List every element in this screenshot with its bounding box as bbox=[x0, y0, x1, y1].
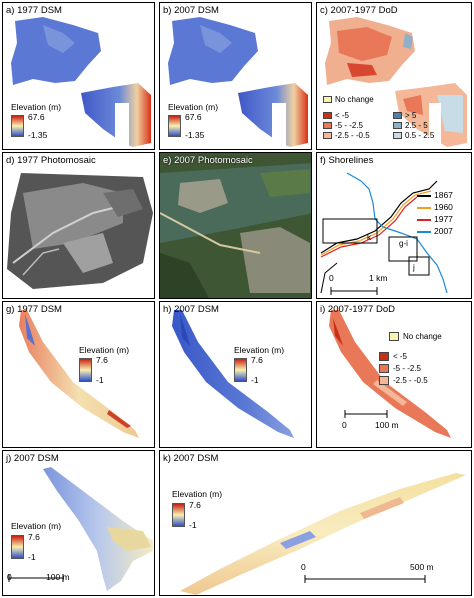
scale-zero: 0 bbox=[329, 273, 334, 283]
dod-label: -2.5 - -0.5 bbox=[393, 376, 428, 385]
legend-max: 7.6 bbox=[96, 355, 108, 365]
box-label-j: j bbox=[413, 263, 415, 272]
panel-title: i) 2007-1977 DoD bbox=[320, 304, 395, 315]
dod-label: < -5 bbox=[335, 111, 350, 120]
no-change-swatch bbox=[389, 332, 399, 341]
panel-title: g) 1977 DSM bbox=[6, 304, 62, 315]
panel-title: e) 2007 Photomosaic bbox=[163, 155, 253, 166]
dod-map bbox=[325, 17, 467, 147]
dod-swatch-lt-m5 bbox=[379, 352, 389, 361]
legend-swatch-1977 bbox=[417, 219, 431, 221]
dsm-map-2007 bbox=[168, 17, 308, 147]
panel-d-1977-photomosaic: d) 1977 Photomosaic bbox=[2, 152, 155, 299]
scale-label: 100 m bbox=[375, 420, 399, 430]
legend-title: Elevation (m) bbox=[11, 102, 62, 112]
dod-swatch-gt5 bbox=[393, 112, 402, 119]
legend-min: -1.35 bbox=[185, 130, 205, 140]
panel-title: c) 2007-1977 DoD bbox=[320, 5, 398, 16]
legend-title: Elevation (m) bbox=[79, 345, 130, 355]
legend-max: 7.6 bbox=[189, 500, 201, 510]
legend-year: 1960 bbox=[434, 202, 453, 212]
legend-year: 1867 bbox=[434, 190, 453, 200]
elevation-color-ramp bbox=[172, 503, 185, 527]
panel-b-2007-dsm: b) 2007 DSM Elevation (m) 67.6 -1.35 bbox=[159, 2, 312, 150]
scale-zero: 0 bbox=[342, 420, 347, 430]
panel-title: f) Shorelines bbox=[320, 155, 374, 166]
dod-swatch-25-5 bbox=[393, 122, 402, 129]
elevation-color-ramp bbox=[79, 358, 92, 382]
no-change-label: No change bbox=[403, 332, 442, 341]
dsm-map-g bbox=[19, 310, 139, 438]
scale-zero: 0 bbox=[301, 562, 306, 572]
photomosaic-2007 bbox=[160, 153, 311, 298]
panel-title: d) 1977 Photomosaic bbox=[6, 155, 96, 166]
dsm-map-h bbox=[172, 310, 294, 438]
scale-label: 100 m bbox=[46, 572, 70, 582]
panel-title: k) 2007 DSM bbox=[163, 453, 219, 464]
dod-label: 2.5 - 5 bbox=[405, 121, 428, 130]
panel-title: a) 1977 DSM bbox=[6, 5, 62, 16]
legend-title: Elevation (m) bbox=[168, 102, 219, 112]
dod-swatch-05-25 bbox=[393, 132, 402, 139]
elevation-color-ramp bbox=[11, 535, 24, 559]
scale-label: 500 m bbox=[410, 562, 434, 572]
box-label-k: k bbox=[367, 233, 371, 242]
no-change-swatch bbox=[323, 96, 332, 103]
legend-title: Elevation (m) bbox=[11, 521, 62, 531]
legend-swatch-1960 bbox=[417, 207, 431, 209]
panel-h-2007-dsm: h) 2007 DSM Elevation (m) 7.6 -1 bbox=[159, 301, 312, 448]
legend-min: -1 bbox=[189, 520, 197, 530]
shoreline-map bbox=[320, 172, 448, 295]
elevation-color-ramp bbox=[11, 115, 24, 137]
panel-g-1977-dsm: g) 1977 DSM Elevation (m) 7.6 -1 bbox=[2, 301, 155, 448]
dod-label: -5 - -2.5 bbox=[335, 121, 364, 130]
dsm-map-k bbox=[180, 473, 466, 595]
legend-title: Elevation (m) bbox=[172, 489, 223, 499]
dod-label: > 5 bbox=[405, 111, 417, 120]
no-change-label: No change bbox=[335, 95, 374, 104]
dod-label: -5 - -2.5 bbox=[393, 364, 422, 373]
dod-swatch-m25-m05 bbox=[379, 376, 389, 385]
photomosaic-1977 bbox=[7, 173, 153, 289]
legend-year: 1977 bbox=[434, 214, 453, 224]
legend-year: 2007 bbox=[434, 226, 453, 236]
legend-min: -1 bbox=[96, 375, 104, 385]
panel-title: h) 2007 DSM bbox=[163, 304, 219, 315]
legend-max: 7.6 bbox=[28, 532, 40, 542]
panel-a-1977-dsm: a) 1977 DSM Elevation (m) 67.6 -1.35 bbox=[2, 2, 155, 150]
legend-swatch-2007 bbox=[417, 231, 431, 233]
dod-label: -2.5 - -0.5 bbox=[335, 131, 370, 140]
dod-map-i bbox=[329, 310, 451, 438]
dod-swatch-m5-m25 bbox=[379, 364, 389, 373]
legend-title: Elevation (m) bbox=[234, 345, 285, 355]
panel-title: b) 2007 DSM bbox=[163, 5, 219, 16]
dod-swatch-m5-m25 bbox=[323, 122, 332, 129]
panel-f-shorelines: f) Shorelines 1867 1960 1977 2007 k g-i … bbox=[316, 152, 472, 299]
legend-max: 7.6 bbox=[251, 355, 263, 365]
legend-min: -1 bbox=[251, 375, 259, 385]
dod-swatch-lt-m5 bbox=[323, 112, 332, 119]
scale-zero: 0 bbox=[7, 572, 12, 582]
legend-swatch-1867 bbox=[417, 195, 431, 197]
dsm-map-1977 bbox=[11, 17, 151, 147]
legend-min: -1 bbox=[28, 552, 36, 562]
panel-i-dod: i) 2007-1977 DoD No change < -5 -5 - -2.… bbox=[316, 301, 472, 448]
elevation-color-ramp bbox=[234, 358, 247, 382]
box-label-gi: g-i bbox=[399, 239, 408, 248]
legend-max: 67.6 bbox=[185, 112, 202, 122]
dod-label: < -5 bbox=[393, 352, 408, 361]
elevation-color-ramp bbox=[168, 115, 181, 137]
panel-j-2007-dsm: j) 2007 DSM Elevation (m) 7.6 -1 0 100 m bbox=[2, 450, 155, 596]
dod-label: 0.5 - 2.5 bbox=[405, 131, 435, 140]
dsm-map-j bbox=[8, 467, 153, 591]
panel-k-2007-dsm: k) 2007 DSM Elevation (m) 7.6 -1 0 500 m bbox=[159, 450, 472, 596]
panel-c-dod: c) 2007-1977 DoD No change < -5 -5 - -2.… bbox=[316, 2, 472, 150]
panel-title: j) 2007 DSM bbox=[6, 453, 59, 464]
panel-e-2007-photomosaic: e) 2007 Photomosaic bbox=[159, 152, 312, 299]
scale-label: 1 km bbox=[369, 273, 388, 283]
legend-min: -1.35 bbox=[28, 130, 48, 140]
dod-swatch-m25-m05 bbox=[323, 132, 332, 139]
legend-max: 67.6 bbox=[28, 112, 45, 122]
